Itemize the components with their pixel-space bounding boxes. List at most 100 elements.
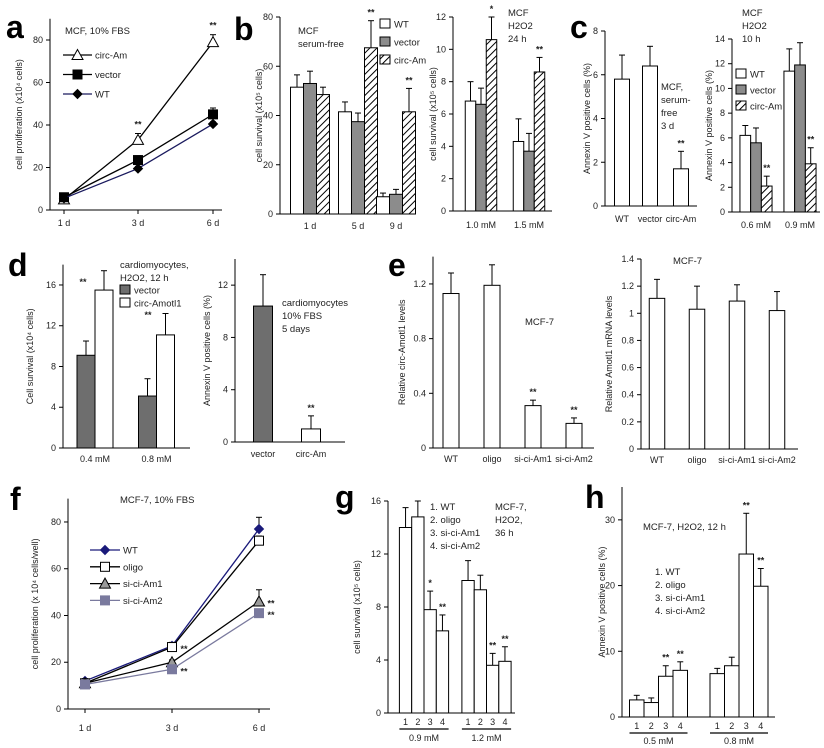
chart-e-7-x-label: si-ci-Am2 [555,454,593,464]
chart-f-9-annotation: MCF-7, 10% FBS [120,495,194,506]
chart-g-10-bar [473,589,488,714]
chart-a-0-legend-marker [71,48,84,60]
chart-h-11-key-item: 1. WT [655,567,681,578]
chart-e-7-x-label: WT [444,454,458,464]
chart-d-6-y-tick-label: 8 [223,332,228,342]
chart-f-9-legend-marker [100,561,110,572]
chart-g-10-annotation: H2O2, [495,515,522,526]
chart-b-1-bar [351,121,365,215]
chart-b-2-bar [485,39,498,212]
chart-g-10-key-item: 4. si-ci-Am2 [430,541,480,552]
chart-f-9-y-tick-label: 0 [56,704,61,714]
chart-e-7-bar [565,422,583,449]
chart-b-1-legend-swatch [379,36,391,47]
chart-c-3-annotation: 3 d [661,121,674,132]
chart-b-1-y-tick-label: 0 [268,209,273,219]
chart-e-8-bar [728,300,746,450]
chart-f-9-x-label: 1 d [79,723,92,733]
chart-c-4-bar [804,163,817,213]
chart-g-10-bar-label: 2 [478,717,483,727]
chart-g-10-x-label: 1.2 mM [471,733,501,743]
chart-d-6-y-tick-label: 4 [223,385,228,395]
chart-c-3-bar [614,78,630,207]
chart-c-4-y-tick-label: 4 [720,158,725,168]
chart-g-10-bar-label: 2 [415,717,420,727]
chart-c-3-x-label: WT [615,214,629,224]
chart-a-0-y-tick-label: 60 [33,78,43,88]
chart-f-9-point-oligo [254,535,264,546]
chart-f-9-legend-label: si-ci-Am2 [123,596,163,607]
chart-e-7-x-label: si-ci-Am1 [514,454,552,464]
chart-c-4-y-axis-label: Annexin V positive cells (%) [704,70,714,181]
chart-g-10-bar-label: 3 [428,717,433,727]
chart-b-2-y-tick-label: 6 [441,109,446,119]
chart-d-5-bar [76,354,96,449]
chart-c-3-y-tick-label: 4 [593,114,598,124]
chart-e-7-bar [442,293,460,449]
chart-a-0-y-tick-label: 40 [33,120,43,130]
chart-h-11-bar [753,585,769,718]
chart-f-9-legend-label: oligo [123,562,143,573]
chart-d-6-annotation: 5 days [282,324,310,335]
chart-g-10-y-tick-label: 0 [376,708,381,718]
chart-c-4-legend-swatch [735,68,747,79]
chart-d-5-bar [138,395,157,449]
chart-a-0-y-tick-label: 80 [33,35,43,45]
chart-d-6-y-tick-label: 12 [218,280,228,290]
chart-d-5-annotation: H2O2, 12 h [120,273,169,284]
chart-f-9-point-si-ci-Am2 [254,608,264,619]
chart-c-4-x-label: 0.9 mM [785,220,815,230]
chart-b-2-y-tick-label: 2 [441,174,446,184]
chart-f-9-point-si-ci-Am2 [80,679,90,690]
chart-b-2-bar [475,103,487,212]
chart-e-7-bar [524,405,542,449]
chart-d-6-y-tick-label: 0 [223,437,228,447]
chart-h-11-bar [643,702,659,718]
chart-a-0-x-label: 3 d [132,218,145,228]
chart-a-0-y-tick-label: 20 [33,163,43,173]
chart-b-1-bar [316,94,330,215]
chart-h-11-significance: ** [743,500,751,510]
chart-g-10-bar-label: 4 [440,717,445,727]
chart-b-1-x-label: 1 d [304,221,317,231]
chart-g-10-x-label: 0.9 mM [409,733,439,743]
chart-h-11-bar-label: 3 [744,721,749,731]
chart-g-10-bar [398,527,413,714]
chart-d-6-x-label: circ-Am [296,449,327,459]
chart-g-10-bar [461,580,475,714]
chart-f-9-y-axis-label: cell proliferation (x 10⁴ cells/well) [30,538,40,669]
chart-b-1-legend-label: circ-Am [394,56,426,67]
chart-b-2-y-tick-label: 4 [441,141,446,151]
chart-c-3-significance: ** [677,138,685,148]
chart-h-11-bar [672,669,688,718]
chart-g-10-bar-label: 1 [466,717,471,727]
chart-h-11-x-label: 0.5 mM [643,736,673,746]
chart-g-10-key-item: 1. WT [430,502,456,513]
chart-b-2-y-axis-label: cell survival (x10⁵ cells) [428,67,438,161]
chart-d-5-y-tick-label: 0 [51,443,56,453]
chart-h-11-bar-label: 1 [715,721,720,731]
chart-b-1-y-axis-label: cell survival (x10⁵ cells) [254,69,264,163]
chart-c-4-y-tick-label: 2 [720,182,725,192]
chart-c-4-significance: ** [807,135,815,145]
chart-e-7-y-axis-label: Relative circ-Amotl1 levels [397,299,407,405]
chart-c-3-annotation: free [661,108,677,119]
chart-c-4-y-tick-label: 0 [720,207,725,217]
chart-g-10-annotation: 36 h [495,528,514,539]
chart-d-6-annotation: cardiomyocytes [282,298,348,309]
chart-h-11-annotation: MCF-7, H2O2, 12 h [643,522,726,533]
chart-b-1-y-tick-label: 40 [263,111,273,121]
chart-f-9-point-oligo [167,642,177,653]
chart-f-9-significance: ** [180,666,188,676]
chart-h-11-bar [709,673,725,718]
chart-f-9-point-si-ci-Am2 [167,664,177,675]
chart-a-0-point-WT [207,118,219,130]
chart-b-2-bar [464,100,477,212]
chart-c-3-annotation: serum- [661,95,691,106]
chart-f-9-y-tick-label: 20 [51,657,61,667]
chart-c-4-bar [794,64,806,213]
chart-b-1-bar [364,47,378,215]
chart-e-8-y-tick-label: 0.6 [621,363,634,373]
chart-h-11-significance: ** [662,653,670,663]
